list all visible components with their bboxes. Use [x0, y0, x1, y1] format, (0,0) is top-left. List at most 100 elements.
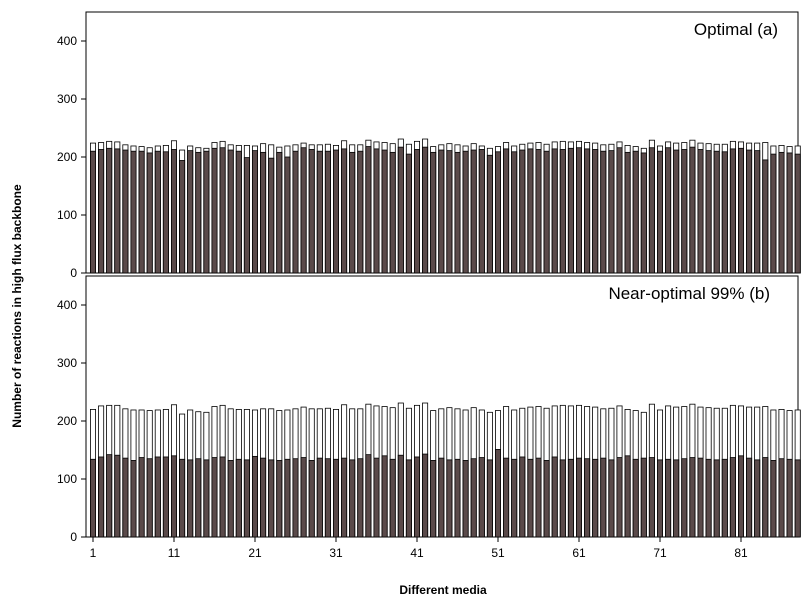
- bar-backbone: [146, 458, 153, 538]
- bar-backbone: [422, 453, 429, 538]
- y-tick-label: 400: [57, 298, 77, 312]
- bar-backbone: [251, 150, 258, 274]
- bar-backbone: [559, 459, 566, 538]
- bar-backbone: [211, 147, 218, 274]
- bar-backbone: [162, 456, 169, 538]
- bar-backbone: [608, 459, 615, 538]
- bar-backbone: [657, 459, 664, 538]
- bar-backbone: [154, 456, 161, 538]
- bar-backbone: [292, 150, 299, 274]
- y-axis-title: Number of reactions in high flux backbon…: [10, 184, 24, 428]
- bar-backbone: [130, 460, 137, 538]
- bar-backbone: [170, 455, 177, 538]
- x-tick-label: 51: [491, 546, 505, 560]
- bar-backbone: [195, 458, 202, 538]
- y-tick-label: 0: [70, 266, 77, 280]
- bar-backbone: [511, 151, 518, 274]
- bar-backbone: [243, 459, 250, 538]
- bar-backbone: [616, 147, 623, 274]
- bar-backbone: [162, 151, 169, 274]
- bar-backbone: [365, 454, 372, 538]
- bar-backbone: [632, 150, 639, 274]
- bar-backbone: [227, 149, 234, 274]
- panel-optimal: 0 100 200 300 400 Optimal (a): [57, 11, 801, 280]
- bar-backbone: [681, 149, 688, 274]
- bar-backbone: [446, 150, 453, 274]
- bar-backbone: [624, 455, 631, 538]
- bar-backbone: [624, 151, 631, 274]
- bar-backbone: [357, 458, 364, 538]
- bar-backbone: [657, 150, 664, 274]
- x-tick-label: 81: [734, 546, 748, 560]
- y-tick-label: 400: [57, 34, 77, 48]
- bar-backbone: [316, 150, 323, 274]
- x-tick-label: 1: [90, 546, 97, 560]
- bar-backbone: [454, 151, 461, 274]
- bar-backbone: [106, 454, 113, 538]
- bar-backbone: [608, 150, 615, 274]
- bar-backbone: [381, 149, 388, 274]
- bar-backbone: [349, 459, 356, 538]
- bar-backbone: [187, 150, 194, 274]
- bar-backbone: [405, 459, 412, 538]
- bar-backbone: [584, 458, 591, 538]
- bar-backbone: [551, 456, 558, 538]
- bar-backbone: [98, 149, 105, 274]
- bar-backbone: [721, 151, 728, 274]
- bar-backbone: [794, 459, 801, 538]
- bar-backbone: [794, 153, 801, 274]
- bar-backbone: [503, 457, 510, 538]
- bar-backbone: [332, 458, 339, 538]
- bar-backbone: [341, 457, 348, 538]
- bar-backbone: [478, 457, 485, 538]
- bar-backbone: [592, 458, 599, 538]
- y-tick-label: 100: [57, 208, 77, 222]
- bar-backbone: [770, 460, 777, 538]
- bar-backbone: [106, 147, 113, 274]
- bar-backbone: [729, 457, 736, 538]
- bar-backbone: [462, 460, 469, 538]
- bar-backbone: [567, 147, 574, 274]
- bar-backbone: [535, 149, 542, 274]
- bar-backbone: [122, 457, 129, 538]
- bar-backbone: [292, 458, 299, 538]
- bar-backbone: [640, 152, 647, 274]
- bar-backbone: [746, 457, 753, 538]
- bar-backbone: [341, 148, 348, 274]
- bar-backbone: [673, 459, 680, 538]
- bar-backbone: [422, 146, 429, 274]
- bar-backbone: [762, 457, 769, 538]
- bar-backbone: [673, 149, 680, 274]
- bar-backbone: [138, 457, 145, 538]
- bar-backbone: [689, 146, 696, 274]
- bar-backbone: [405, 153, 412, 274]
- panel-near-optimal: 0 100 200 300 400 Near-optimal 99% (b): [57, 275, 801, 544]
- x-tick-label: 41: [410, 546, 424, 560]
- y-tick-label: 300: [57, 356, 77, 370]
- bar-backbone: [438, 149, 445, 274]
- bar-backbone: [559, 149, 566, 274]
- bar-backbone: [648, 457, 655, 538]
- bar-backbone: [260, 151, 267, 274]
- bar-backbone: [154, 150, 161, 274]
- y-tick-label: 300: [57, 92, 77, 106]
- bar-backbone: [576, 457, 583, 538]
- bar-backbone: [138, 150, 145, 274]
- bar-backbone: [373, 457, 380, 538]
- bar-backbone: [665, 458, 672, 538]
- bar-backbone: [478, 149, 485, 274]
- bar-backbone: [284, 458, 291, 538]
- bar-backbone: [754, 459, 761, 538]
- bar-backbone: [203, 150, 210, 274]
- bar-backbone: [470, 458, 477, 538]
- bar-backbone: [308, 149, 315, 274]
- bar-backbone: [746, 149, 753, 274]
- bars-optimal: [90, 138, 801, 274]
- bar-backbone: [413, 149, 420, 274]
- panel-title-near-optimal: Near-optimal 99% (b): [608, 284, 770, 303]
- bar-backbone: [600, 150, 607, 274]
- bar-backbone: [397, 146, 404, 274]
- y-axis-bottom: 0 100 200 300 400: [57, 298, 86, 544]
- bar-backbone: [778, 151, 785, 274]
